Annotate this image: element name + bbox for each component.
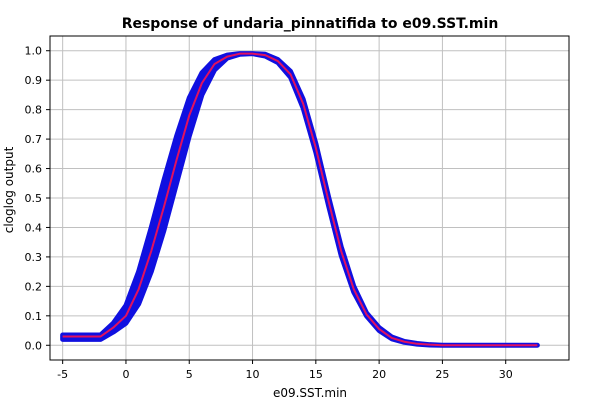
x-tick-label: -5 — [57, 368, 68, 381]
y-tick-label: 0.8 — [25, 104, 43, 117]
mean-line — [62, 52, 538, 347]
x-axis-ticks: -5 0 5 10 15 20 25 30 — [57, 360, 513, 381]
x-axis-label: e09.SST.min — [273, 386, 347, 400]
x-tick-label: 10 — [246, 368, 260, 381]
y-tick-label: 1.0 — [25, 45, 43, 58]
chart-title: Response of undaria_pinnatifida to e09.S… — [122, 16, 499, 32]
y-tick-label: 0.0 — [25, 339, 43, 352]
x-tick-label: 20 — [372, 368, 386, 381]
y-tick-label: 0.6 — [25, 163, 43, 176]
y-tick-label: 0.1 — [25, 310, 43, 323]
mean-response-line — [62, 52, 538, 347]
y-axis-label: cloglog output — [2, 146, 16, 233]
y-tick-label: 0.5 — [25, 192, 43, 205]
y-tick-label: 0.7 — [25, 133, 43, 146]
y-tick-label: 0.4 — [25, 221, 43, 234]
y-axis-ticks: 0.0 0.1 0.2 0.3 0.4 0.5 0.6 0.7 0.8 0.9 1.0 — [25, 45, 50, 352]
y-tick-label: 0.2 — [25, 280, 43, 293]
x-tick-label: 15 — [309, 368, 323, 381]
x-tick-label: 30 — [499, 368, 513, 381]
y-tick-label: 0.9 — [25, 74, 43, 87]
y-tick-label: 0.3 — [25, 251, 43, 264]
x-tick-label: 5 — [186, 368, 193, 381]
x-tick-label: 0 — [122, 368, 129, 381]
x-tick-label: 25 — [435, 368, 449, 381]
